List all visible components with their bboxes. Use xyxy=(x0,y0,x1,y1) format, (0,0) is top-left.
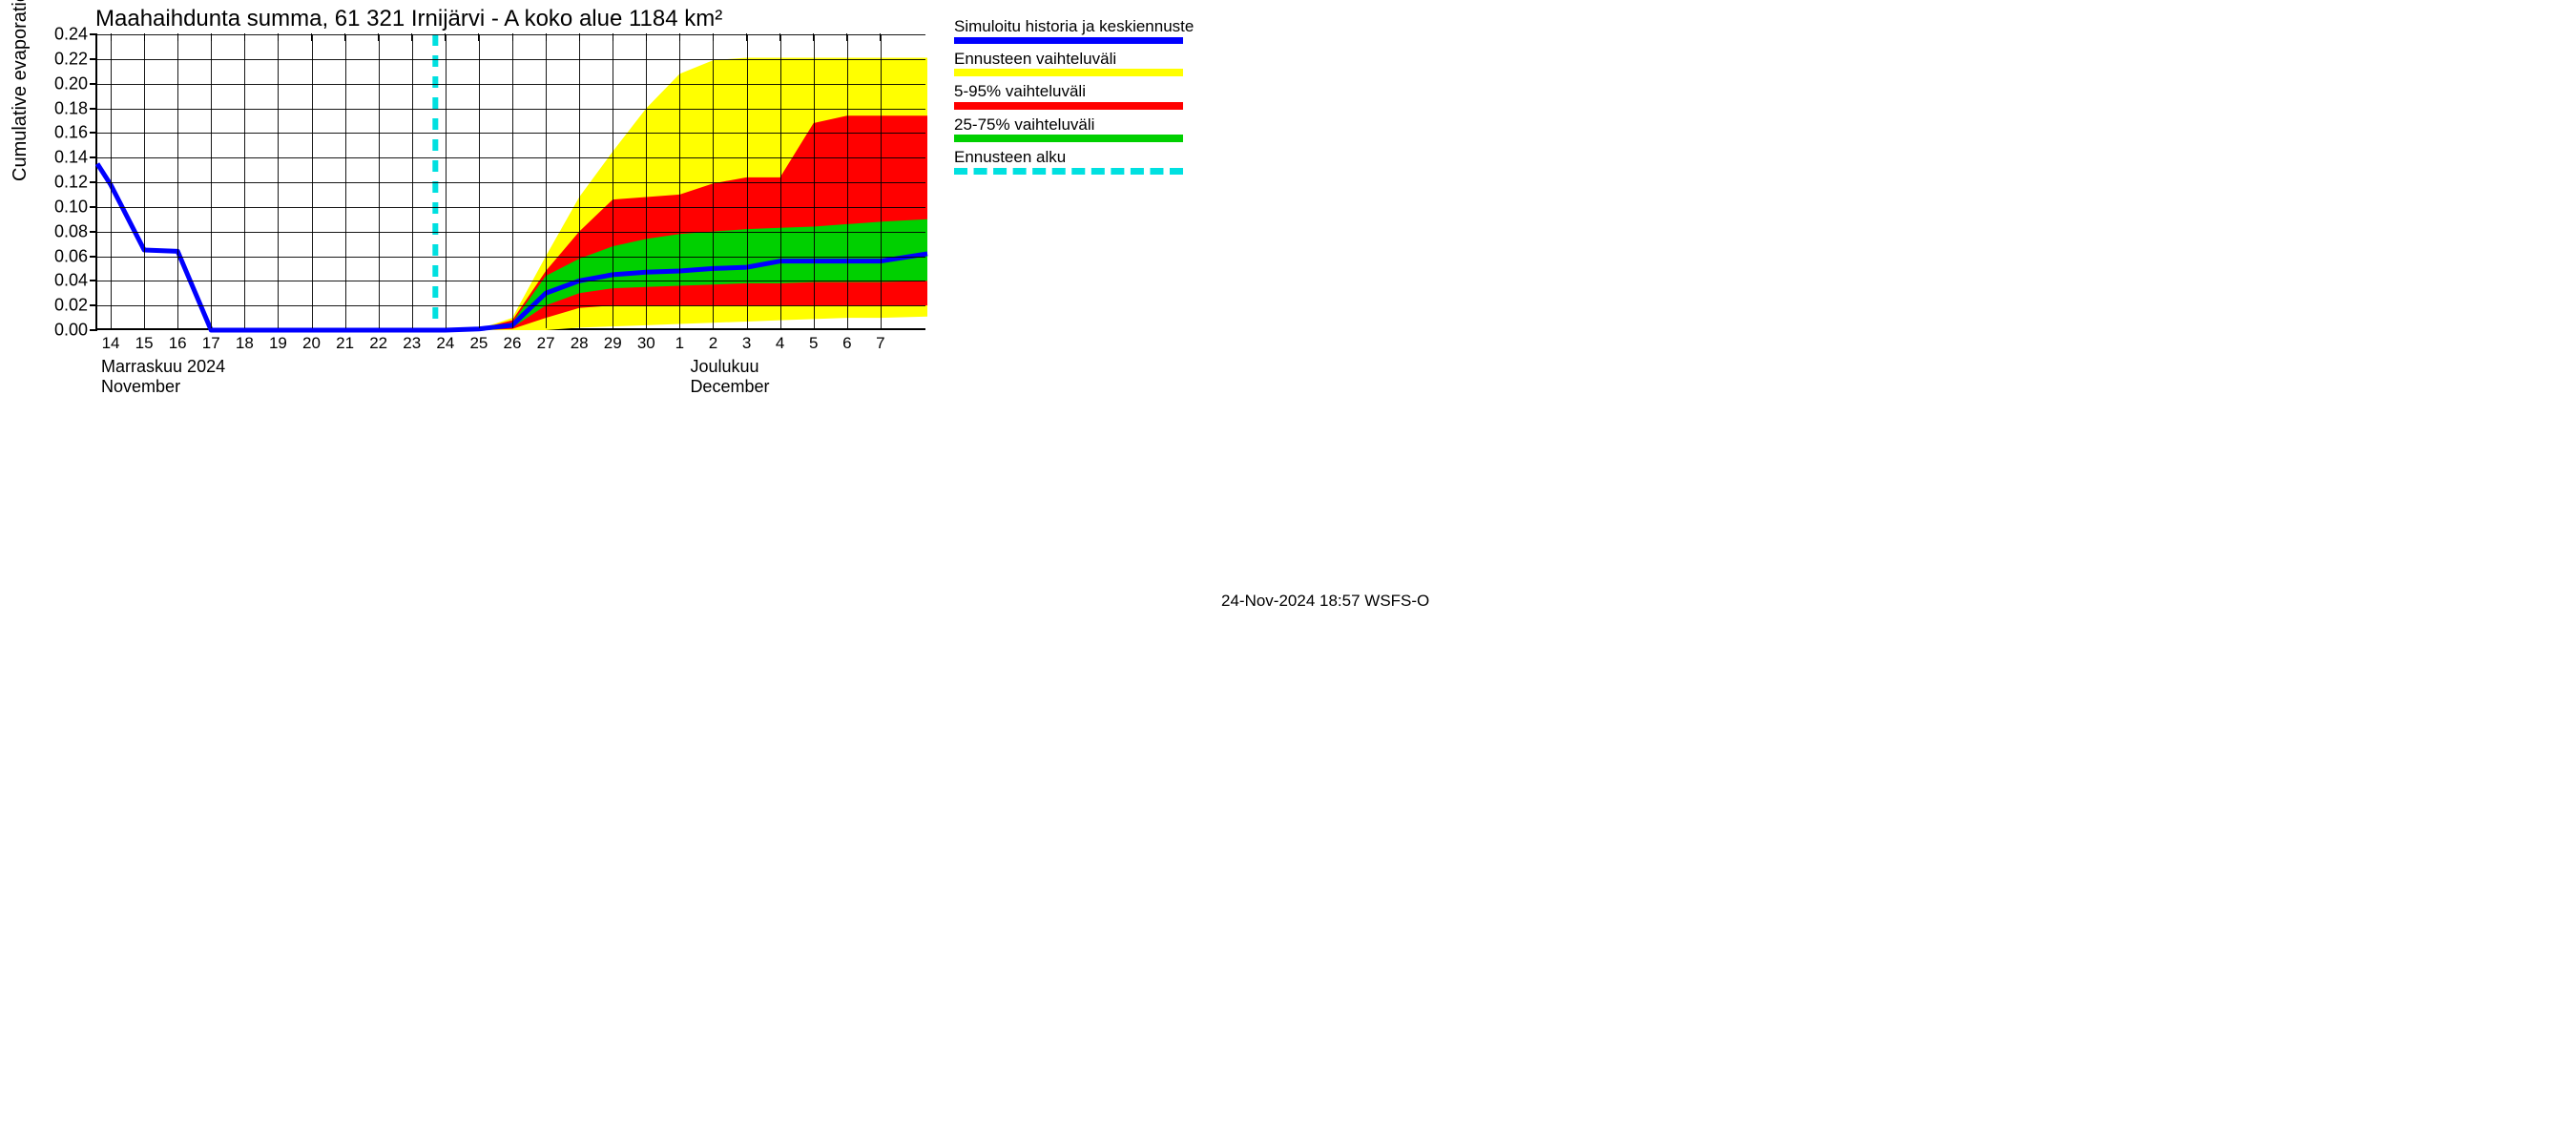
legend-item: Simuloitu historia ja keskiennuste xyxy=(954,17,1202,44)
legend-label: Ennusteen alku xyxy=(954,148,1202,167)
y-axis-label: Cumulative evaporation mm xyxy=(10,0,31,181)
chart-title: Maahaihdunta summa, 61 321 Irnijärvi - A… xyxy=(95,6,722,32)
y-tick-label: 0.08 xyxy=(31,221,88,241)
x-tick-label: 23 xyxy=(403,334,421,353)
legend-label: 25-75% vaihteluväli xyxy=(954,115,1202,135)
legend-swatch xyxy=(954,37,1183,44)
x-tick-label: 15 xyxy=(135,334,154,353)
x-tick-label: 27 xyxy=(537,334,555,353)
x-tick-label: 30 xyxy=(637,334,655,353)
y-tick-label: 0.12 xyxy=(31,173,88,193)
x-tick-label: 7 xyxy=(876,334,884,353)
month-label: Marraskuu 2024November xyxy=(101,357,225,396)
x-tick-label: 2 xyxy=(709,334,717,353)
chart-container: { "title": "Maahaihdunta summa, 61 321 I… xyxy=(0,0,1431,636)
legend-item: Ennusteen vaihteluväli xyxy=(954,50,1202,77)
x-tick-label: 26 xyxy=(504,334,522,353)
legend: Simuloitu historia ja keskiennuste Ennust… xyxy=(954,17,1202,180)
x-tick-label: 6 xyxy=(842,334,851,353)
plot-area: 1415161718192021222324252627282930123456… xyxy=(95,34,925,330)
x-tick-label: 21 xyxy=(336,334,354,353)
x-tick-label: 28 xyxy=(571,334,589,353)
legend-item: 5-95% vaihteluväli xyxy=(954,82,1202,110)
x-tick-label: 16 xyxy=(169,334,187,353)
legend-label: Ennusteen vaihteluväli xyxy=(954,50,1202,69)
y-tick-label: 0.02 xyxy=(31,296,88,316)
x-tick-label: 4 xyxy=(776,334,784,353)
legend-swatch xyxy=(954,168,1183,175)
x-tick-label: 3 xyxy=(742,334,751,353)
y-tick-label: 0.00 xyxy=(31,321,88,341)
y-tick-label: 0.18 xyxy=(31,98,88,118)
month-label: JoulukuuDecember xyxy=(690,357,769,396)
legend-swatch xyxy=(954,102,1183,110)
legend-label: Simuloitu historia ja keskiennuste xyxy=(954,17,1202,36)
y-tick-label: 0.06 xyxy=(31,246,88,266)
x-tick-label: 29 xyxy=(604,334,622,353)
legend-swatch xyxy=(954,135,1183,142)
y-tick-label: 0.10 xyxy=(31,197,88,217)
y-tick-label: 0.24 xyxy=(31,25,88,45)
x-tick-label: 17 xyxy=(202,334,220,353)
x-tick-label: 14 xyxy=(102,334,120,353)
x-tick-label: 25 xyxy=(469,334,488,353)
y-tick-label: 0.20 xyxy=(31,73,88,94)
y-tick-label: 0.04 xyxy=(31,271,88,291)
legend-label: 5-95% vaihteluväli xyxy=(954,82,1202,101)
legend-item: 25-75% vaihteluväli xyxy=(954,115,1202,143)
legend-item: Ennusteen alku xyxy=(954,148,1202,175)
y-tick-label: 0.16 xyxy=(31,123,88,143)
y-tick-label: 0.22 xyxy=(31,49,88,69)
x-tick-label: 20 xyxy=(302,334,321,353)
x-tick-label: 19 xyxy=(269,334,287,353)
x-tick-label: 5 xyxy=(809,334,818,353)
x-tick-label: 22 xyxy=(369,334,387,353)
legend-swatch xyxy=(954,69,1183,76)
x-tick-label: 24 xyxy=(436,334,454,353)
x-tick-label: 1 xyxy=(675,334,684,353)
y-tick-label: 0.14 xyxy=(31,148,88,168)
x-tick-label: 18 xyxy=(236,334,254,353)
timestamp-footer: 24-Nov-2024 18:57 WSFS-O xyxy=(1221,592,1429,611)
